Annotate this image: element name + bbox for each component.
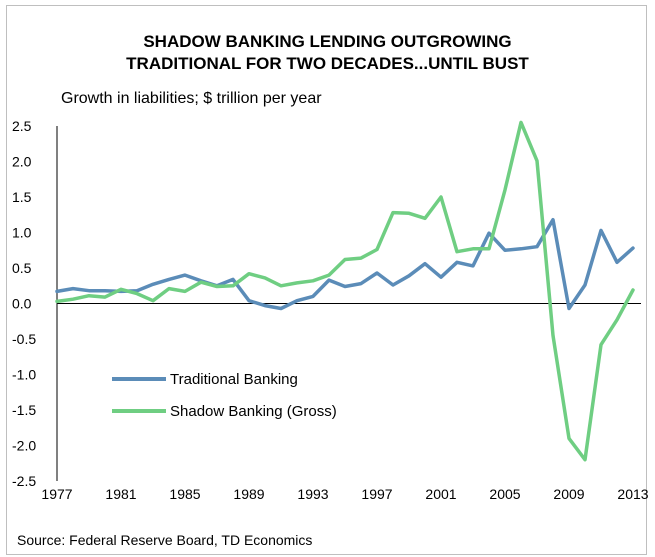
chart-frame [6,5,647,555]
y-tick-label: -2.5 [12,473,36,489]
legend: Traditional Banking Shadow Banking (Gross… [112,371,337,420]
y-tick-label: -2.0 [12,438,36,454]
x-tick-label: 1985 [169,486,200,502]
y-tick-label: 1.5 [12,189,32,205]
x-tick-label: 2013 [617,486,648,502]
y-tick-label: -1.5 [12,402,36,418]
x-tick-label: 1981 [105,486,136,502]
x-tick-label: 1989 [233,486,264,502]
y-tick-label: 2.5 [12,118,32,134]
x-tick-label: 2005 [489,486,520,502]
y-tick-label: -0.5 [12,331,36,347]
legend-label-traditional-banking: Traditional Banking [170,371,298,388]
chart-title-line1: SHADOW BANKING LENDING OUTGROWING [143,32,512,51]
x-tick-label: 2001 [425,486,456,502]
y-tick-labels: 2.5 2.0 1.5 1.0 0.5 0.0 -0.5 -1.0 -1.5 -2.0 -2.5 [12,118,36,489]
series-lines [55,120,635,462]
x-tick-labels: 1977 1981 1985 1989 1993 1997 2001 2005 2009 2013 [41,486,648,502]
series-line-shadow-banking [55,120,635,462]
x-tick-label: 1977 [41,486,72,502]
x-tick-label: 2009 [553,486,584,502]
y-axis-label: Growth in liabilities; $ trillion per ye… [61,90,322,107]
y-tick-label: 0.0 [12,296,32,312]
axes [56,126,641,481]
y-tick-label: 2.0 [12,154,32,170]
legend-label-shadow-banking: Shadow Banking (Gross) [170,403,337,420]
y-tick-label: -1.0 [12,367,36,383]
source-note: Source: Federal Reserve Board, TD Econom… [17,532,313,548]
chart-title-line2: TRADITIONAL FOR TWO DECADES...UNTIL BUST [126,54,529,73]
x-tick-label: 1993 [297,486,328,502]
series-line-traditional-banking [55,217,635,311]
x-tick-label: 1997 [361,486,392,502]
y-tick-label: 1.0 [12,225,32,241]
y-tick-label: 0.5 [12,260,32,276]
